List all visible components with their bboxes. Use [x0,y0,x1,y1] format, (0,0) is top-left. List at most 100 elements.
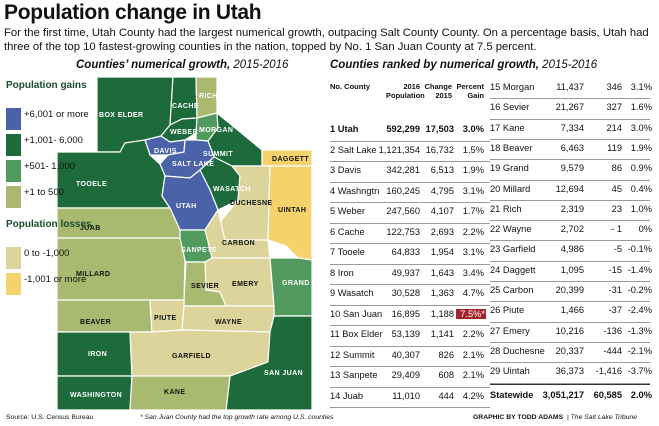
statewide-row: Statewide 3,051,217 60,585 2.0% [490,387,655,403]
table-row: 1 Utah 592,299 17,503 3.0% [330,121,495,137]
cell-pct: -2.1% [627,345,652,356]
table-heading: Counties ranked by numerical growth, 201… [330,59,598,71]
cell-pct: 4.7% [462,288,484,298]
cell-change: 23 [611,203,622,214]
row-divider [490,138,650,140]
cell-county: 4 Washngtn [330,185,380,196]
label-summit: SUMMIT [203,151,233,158]
table-row: 8 Iron 49,937 1,643 3.4% [330,265,495,281]
legend-label: -1,001 or more [24,274,87,285]
cell-pct: 3.4% [462,267,484,278]
label-davis: DAVIS [154,148,177,155]
cell-change: -444 [603,345,622,356]
table-row: 4 Washngtn 160,245 4,795 3.1% [330,183,495,199]
row-divider [490,321,650,323]
cell-county: 16 Sevier [490,102,530,113]
cell-change: 214 [606,122,622,133]
cell-pop: 2,319 [560,203,584,214]
cell-change: -136 [603,325,622,336]
table-row: 5 Weber 247,560 4,107 1.7% [330,203,495,219]
legend-swatch [6,134,21,156]
cell-change: 119 [607,142,622,153]
table-row: 19 Grand 9,579 86 0.9% [490,160,655,176]
table-row: 15 Morgan 11,437 346 3.1% [490,79,655,95]
cell-pop: 592,299 [386,124,420,134]
statewide-label: Statewide [490,390,534,400]
county-beaver [56,299,153,333]
cell-change: 16,732 [425,144,454,155]
row-divider [330,181,490,183]
label-garfield: GARFIELD [172,353,211,360]
label-carbon: CARBON [222,240,255,247]
statewide-pct: 2.0% [630,390,652,400]
cell-change: 346 [606,82,622,92]
cell-pct: 7.5%* [456,308,486,319]
table-row: 14 Juab 11,010 444 4.2% [330,388,495,404]
cell-pop: 12,694 [555,183,584,194]
row-divider [490,362,650,364]
cell-pop: 29,409 [391,370,420,380]
row-divider [490,260,650,262]
cell-change: 1,141 [430,329,454,339]
cell-county: 22 Wayne [490,224,532,235]
row-divider [490,301,650,303]
legend-losses-title: Population losses [6,219,92,230]
cell-county: 15 Morgan [490,82,535,92]
row-divider [490,118,650,120]
table-row: 6 Cache 122,753 2,693 2.2% [330,224,495,240]
label-salt-lake: SALT LAKE [172,161,214,168]
cell-county: 2 Salt Lake [330,144,377,155]
label-san-juan: SAN JUAN [264,370,303,377]
table-row: 18 Beaver 6,463 119 1.9% [490,140,655,156]
cell-county: 29 Uintah [490,366,530,377]
legend-label: 0 to -1,000 [24,248,70,259]
label-emery: EMERY [232,281,259,288]
cell-pct: -2.4% [627,305,652,316]
row-divider [490,98,650,100]
cell-county: 23 Garfield [490,244,536,255]
cell-pct: 1.5% [462,144,484,155]
row-divider [490,240,650,242]
cell-pop: 10,216 [555,325,584,336]
cell-pop: 49,937 [391,267,420,278]
label-duchesne: DUCHESNE [230,200,272,207]
row-divider [330,366,490,367]
source-note: Source: U.S. Census Bureau [6,414,94,421]
cell-pct: 2.1% [462,349,484,360]
cell-pct: 3.1% [630,82,652,92]
cell-pct: 1.6% [630,102,652,113]
col-header-pop: 2016 Population [386,82,425,100]
cell-pop: 53,139 [391,329,420,339]
cell-county: 1 Utah [330,124,359,134]
row-divider [330,243,490,244]
legend-label: +6,001 or more [24,109,89,120]
label-sanpete: SANPETE [181,247,217,254]
cell-pct: 4.2% [462,390,484,401]
label-sevier: SEVIER [191,283,219,290]
cell-pct: 0.4% [630,183,652,194]
label-utah: UTAH [176,203,197,210]
cell-pop: 40,307 [391,349,420,360]
row-divider [490,199,650,201]
cell-county: 26 Piute [490,305,525,316]
cell-change: 1,188 [430,308,454,319]
county-grand [269,257,313,317]
table-row: 9 Wasatch 30,528 1,363 4.7% [330,285,495,301]
table-row: 12 Summit 40,307 826 2.1% [330,347,495,363]
label-millard: MILLARD [76,271,110,278]
cell-pct: 0.9% [630,163,652,174]
cell-change: 826 [438,349,454,360]
cell-county: 19 Grand [490,163,529,174]
map-heading: Counties’ numerical growth, 2015-2016 [76,59,289,71]
table-row: 25 Carbon 20,399 -31 -0.2% [490,282,655,298]
cell-change: 1,363 [430,288,454,298]
row-divider [330,284,490,285]
cell-change: 4,107 [430,206,454,216]
cell-pop: 247,560 [386,206,420,216]
label-grand: GRAND [282,280,310,287]
cell-county: 20 Millard [490,183,531,194]
label-beaver: BEAVER [80,319,111,326]
row-divider [490,281,650,282]
table-row: 29 Uintah 36,373 -1,416 -3.7% [490,363,655,379]
graphic-credit: GRAPHIC BY TODD ADAMS [473,414,564,421]
